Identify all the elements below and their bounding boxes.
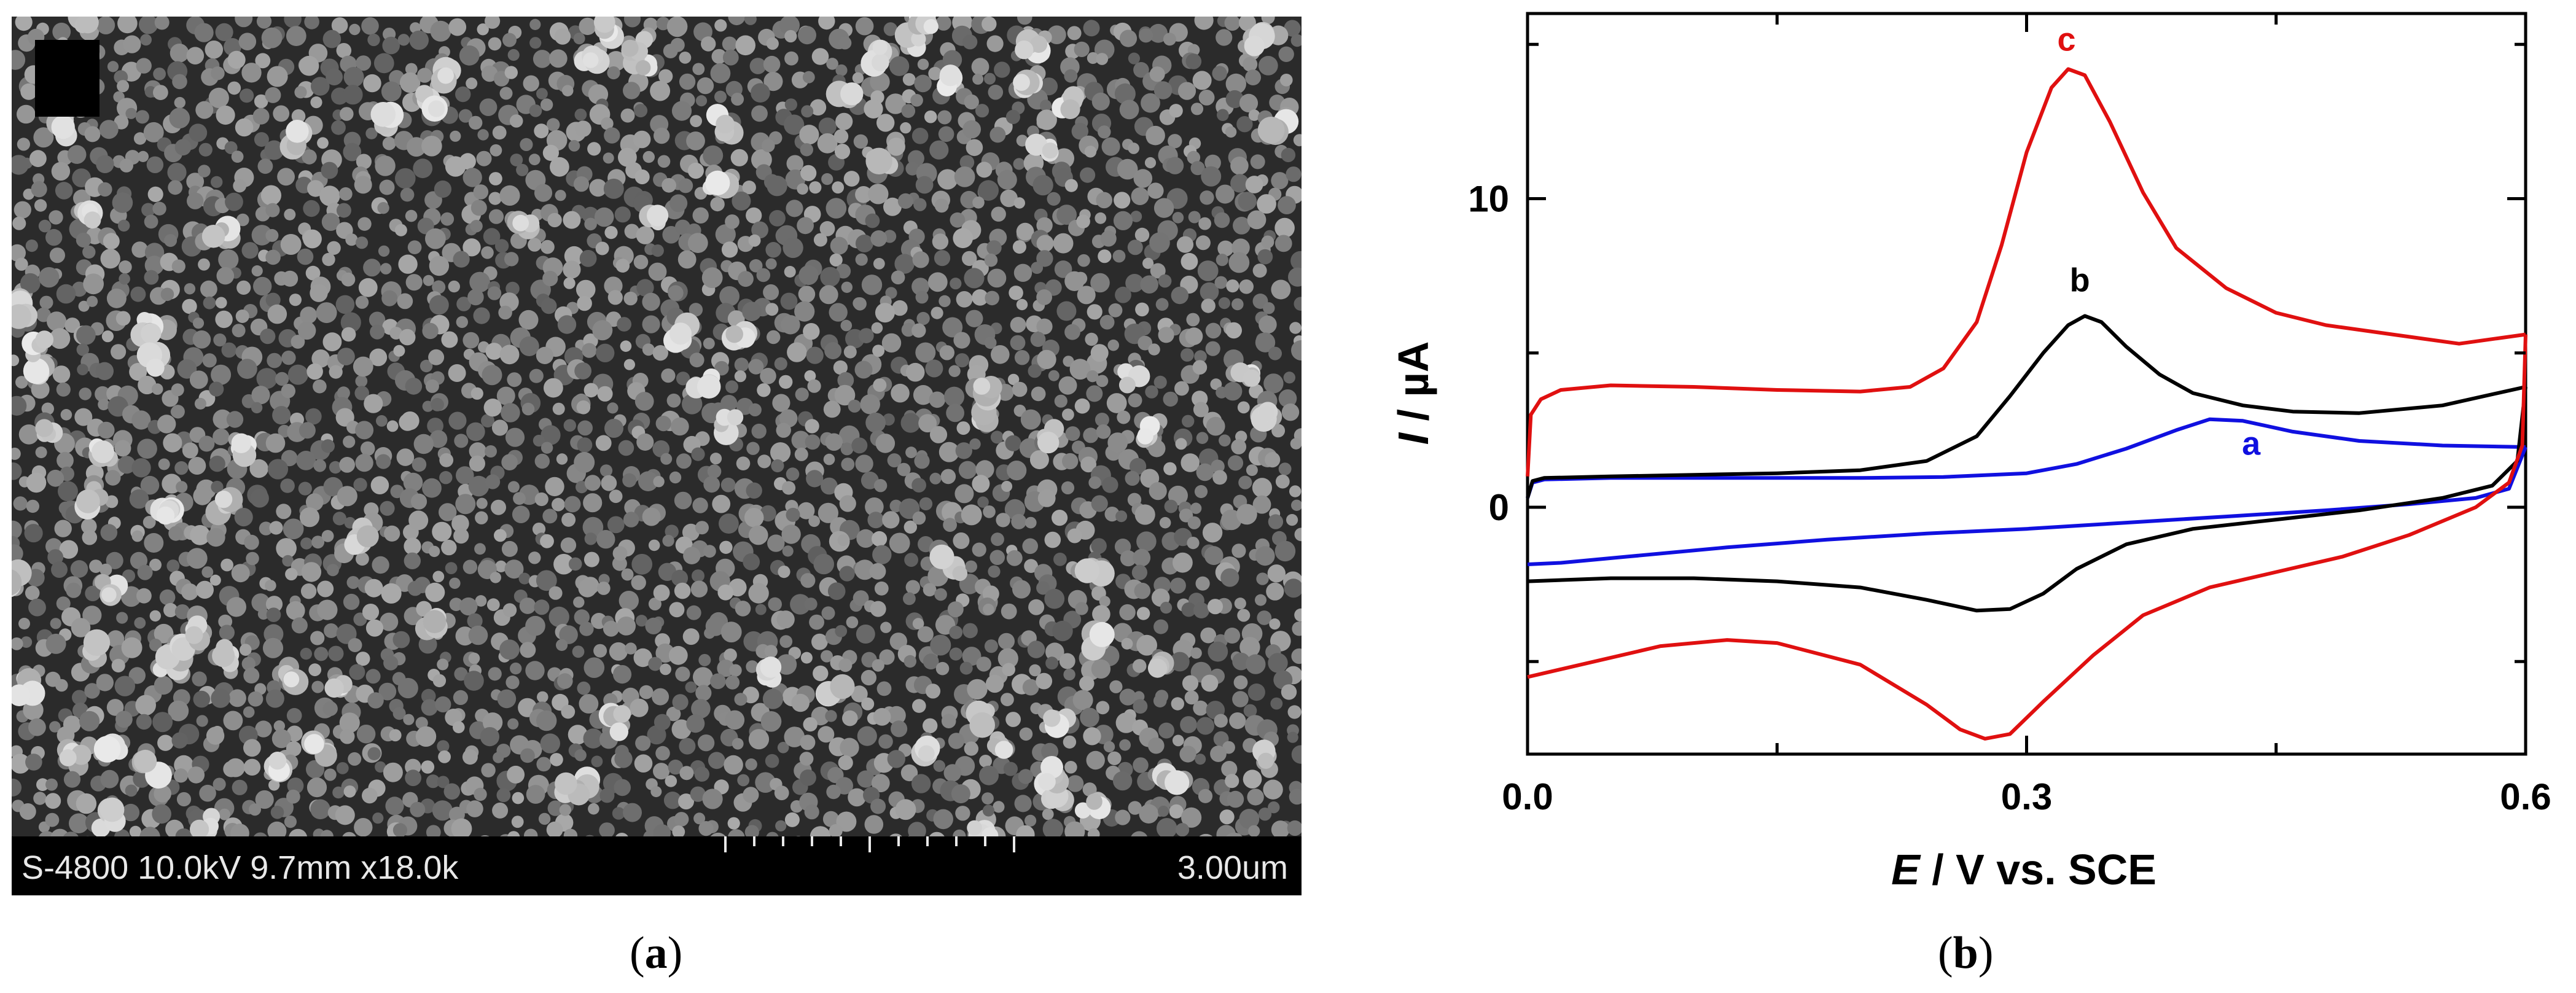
y-axis-title-rest: / µA — [1389, 341, 1437, 433]
sem-micrograph-image — [12, 17, 1302, 836]
curve-a-anodic — [1526, 417, 2526, 499]
curve-labels: a b c — [2057, 21, 2261, 462]
x-axis-title-symbol: E — [1891, 846, 1921, 894]
axis-tick-labels: 0.0 0.3 0.6 0 10 — [1468, 179, 2551, 818]
x-axis-title: E / V vs. SCE — [1891, 846, 2156, 894]
curve-label-a: a — [2242, 426, 2261, 462]
x-axis-title-rest: / V vs. SCE — [1920, 846, 2156, 894]
panel-label-b: (b) — [1938, 927, 1993, 979]
panel-label-a-close: ) — [667, 928, 683, 978]
curve-c-anodic — [1526, 67, 2526, 477]
x-tick-label-2: 0.6 — [2500, 776, 2551, 817]
y-tick-label-1: 10 — [1468, 179, 1509, 220]
curve-b-cathodic — [1527, 386, 2527, 613]
axis-ticks — [1526, 14, 2527, 754]
curve-label-b: b — [2070, 262, 2090, 298]
curve-c-cathodic — [1527, 334, 2527, 741]
curve-b-anodic — [1526, 314, 2526, 499]
panel-label-a: (a) — [630, 927, 682, 979]
curve-label-c: c — [2057, 21, 2075, 58]
sem-instrument-info: S-4800 10.0kV 9.7mm x18.0k — [21, 849, 459, 886]
x-tick-label-0: 0.0 — [1502, 776, 1553, 817]
sem-marker-box — [35, 40, 100, 117]
sem-micrograph-panel: S-4800 10.0kV 9.7mm x18.0k 3.00um — [12, 17, 1302, 895]
panel-label-b-open: ( — [1938, 928, 1953, 978]
y-axis-title: I / µA — [1389, 341, 1437, 445]
cyclic-voltammogram-chart: 0.0 0.3 0.6 0 10 a b c E / V vs. SCE I / µA — [1389, 12, 2551, 894]
panel-label-a-open: ( — [630, 928, 645, 978]
chart-curves — [1526, 67, 2527, 741]
panel-label-b-letter: b — [1953, 928, 1978, 978]
sem-info-bar — [12, 836, 1302, 895]
curve-a-cathodic — [1527, 446, 2527, 566]
y-axis-title-symbol: I — [1389, 432, 1437, 445]
y-tick-label-0: 0 — [1489, 487, 1509, 528]
x-tick-label-1: 0.3 — [2001, 776, 2052, 817]
panel-label-a-letter: a — [644, 928, 668, 978]
sem-scale-label: 3.00um — [1177, 849, 1288, 886]
panel-label-b-close: ) — [1978, 928, 1994, 978]
sem-scale-bar — [724, 836, 1015, 852]
